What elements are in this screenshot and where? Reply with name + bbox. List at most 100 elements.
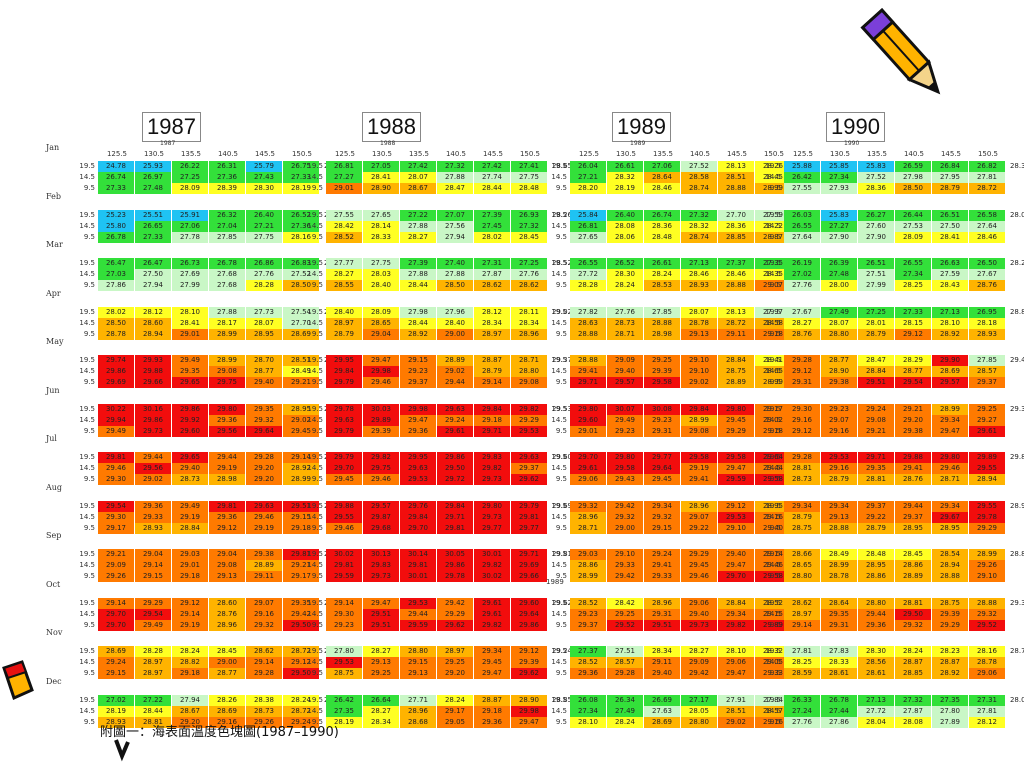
heatmap-cell: 28.72	[283, 705, 319, 717]
heatmap-cell: 28.88	[570, 328, 606, 340]
latitude-tick-label: 9.5	[311, 669, 323, 677]
latitude-tick-label: 9.5	[83, 426, 95, 435]
heatmap-cell: 28.08	[607, 220, 643, 232]
latitude-tick-label: 19.5	[551, 647, 567, 655]
heatmap-cell: 27.94	[135, 280, 171, 291]
heatmap-cell: 26.55	[784, 220, 820, 232]
heatmap-cell: 29.63	[400, 463, 436, 474]
heatmap-cell: 29.11	[246, 571, 282, 582]
latitude-tick-label: 14.5	[307, 221, 323, 230]
latitude-tick-label: 14.5	[765, 367, 781, 375]
heatmap-cell: 29.37	[969, 377, 1005, 388]
heatmap-cell: 28.67	[172, 705, 208, 717]
month-label: Sep	[46, 531, 62, 540]
heatmap-cell: 29.49	[135, 619, 171, 631]
heatmap-cell: 29.63	[437, 403, 473, 415]
heatmap-cell: 26.61	[607, 161, 643, 172]
heatmap-cell: 28.96	[570, 511, 606, 523]
heatmap-cell: 28.93	[98, 716, 134, 728]
monthly-average-label: 29.53	[551, 404, 573, 413]
heatmap-cell: 29.45	[718, 414, 754, 426]
heatmap-cell: 27.59	[932, 269, 968, 280]
heatmap-cell: 29.58	[755, 474, 791, 485]
heatmap-cell: 29.73	[681, 619, 717, 631]
heatmap-cell: 28.49	[283, 366, 319, 377]
latitude-tick-label: 14.5	[79, 173, 95, 181]
heatmap-cell: 27.50	[135, 269, 171, 280]
heatmap-cell: 29.08	[209, 560, 245, 571]
heatmap-cell: 29.02	[718, 716, 754, 728]
heatmap-cell: 29.15	[400, 355, 436, 366]
heatmap-cell: 26.47	[135, 258, 171, 269]
heatmap-cell: 29.50	[283, 619, 319, 631]
heatmap-cell: 29.05	[437, 716, 473, 728]
year-sublabel: 1987	[160, 140, 176, 147]
heatmap-cell: 26.84	[932, 161, 968, 172]
heatmap-cell: 29.88	[135, 366, 171, 377]
heatmap-cell: 29.16	[821, 425, 857, 437]
longitude-tick-label: 125.5	[578, 150, 600, 158]
monthly-average-label: 29.02	[551, 307, 573, 316]
heatmap-cell: 29.47	[474, 668, 510, 679]
heatmap-cell: 28.16	[969, 646, 1005, 657]
heatmap-cell: 27.48	[821, 269, 857, 280]
heatmap-cell: 29.80	[474, 500, 510, 512]
heatmap-cell: 28.92	[400, 328, 436, 340]
latitude-tick-label: 19.5	[79, 598, 95, 607]
heatmap-cell: 29.23	[326, 619, 362, 631]
heatmap-cell: 27.94	[437, 231, 473, 243]
heatmap-cell: 27.98	[400, 306, 436, 318]
latitude-tick-label: 14.5	[551, 318, 567, 327]
monthly-average-label: 28.26	[551, 210, 573, 219]
heatmap-cell: 29.39	[363, 425, 399, 437]
heatmap-cell: 29.09	[681, 657, 717, 668]
heatmap-cell: 28.97	[135, 668, 171, 679]
heatmap-cell: 29.03	[172, 549, 208, 560]
latitude-tick-label: 9.5	[555, 669, 567, 677]
heatmap-cell: 28.92	[932, 668, 968, 679]
heatmap-cell: 28.71	[607, 328, 643, 340]
heatmap-cell: 28.43	[932, 280, 968, 291]
heatmap-cell: 29.09	[98, 560, 134, 571]
heatmap-cell: 27.33	[283, 172, 319, 183]
heatmap-cell: 29.58	[607, 463, 643, 474]
heatmap-cell: 27.75	[246, 231, 282, 243]
heatmap-cell: 28.64	[644, 172, 680, 183]
monthly-average-label: 29.86	[1009, 453, 1024, 461]
heatmap-cell: 25.79	[246, 161, 282, 172]
heatmap-cell: 27.99	[172, 280, 208, 291]
latitude-tick-label: 9.5	[769, 669, 781, 677]
heatmap-cell: 29.31	[784, 377, 820, 388]
latitude-tick-label: 9.5	[769, 329, 781, 338]
longitude-tick-label: 145.5	[482, 150, 504, 158]
heatmap-cell: 29.55	[969, 463, 1005, 474]
heatmap-cell: 29.80	[932, 452, 968, 463]
heatmap-cell: 28.96	[209, 619, 245, 631]
heatmap-cell: 27.60	[858, 220, 894, 232]
heatmap-cell: 28.93	[135, 522, 171, 534]
latitude-tick-label: 19.5	[551, 598, 567, 607]
heatmap-cell: 27.33	[895, 306, 931, 318]
heatmap-cell: 27.81	[969, 705, 1005, 717]
heatmap-cell: 29.10	[718, 522, 754, 534]
heatmap-cell: 29.62	[437, 619, 473, 631]
heatmap-cell: 27.49	[607, 705, 643, 717]
month-label: Aug	[46, 482, 63, 492]
heatmap-cell: 29.81	[98, 452, 134, 463]
heatmap-cell: 29.40	[246, 377, 282, 388]
heatmap-cell: 29.79	[326, 452, 362, 463]
heatmap-cell: 26.47	[98, 258, 134, 269]
heatmap-cell: 29.22	[681, 522, 717, 534]
heatmap-cell: 28.80	[821, 328, 857, 340]
heatmap-cell: 29.47	[718, 668, 754, 679]
heatmap-cell: 29.14	[98, 597, 134, 609]
heatmap-cell: 28.88	[644, 317, 680, 329]
heatmap-cell: 27.51	[858, 269, 894, 280]
heatmap-cell: 29.87	[363, 511, 399, 523]
heatmap-cell: 28.75	[784, 522, 820, 534]
latitude-tick-label: 14.5	[79, 270, 95, 278]
heatmap-cell: 29.25	[363, 668, 399, 679]
heatmap-cell: 28.07	[681, 306, 717, 318]
heatmap-cell: 29.45	[681, 560, 717, 571]
latitude-tick-label: 19.5	[307, 404, 323, 413]
